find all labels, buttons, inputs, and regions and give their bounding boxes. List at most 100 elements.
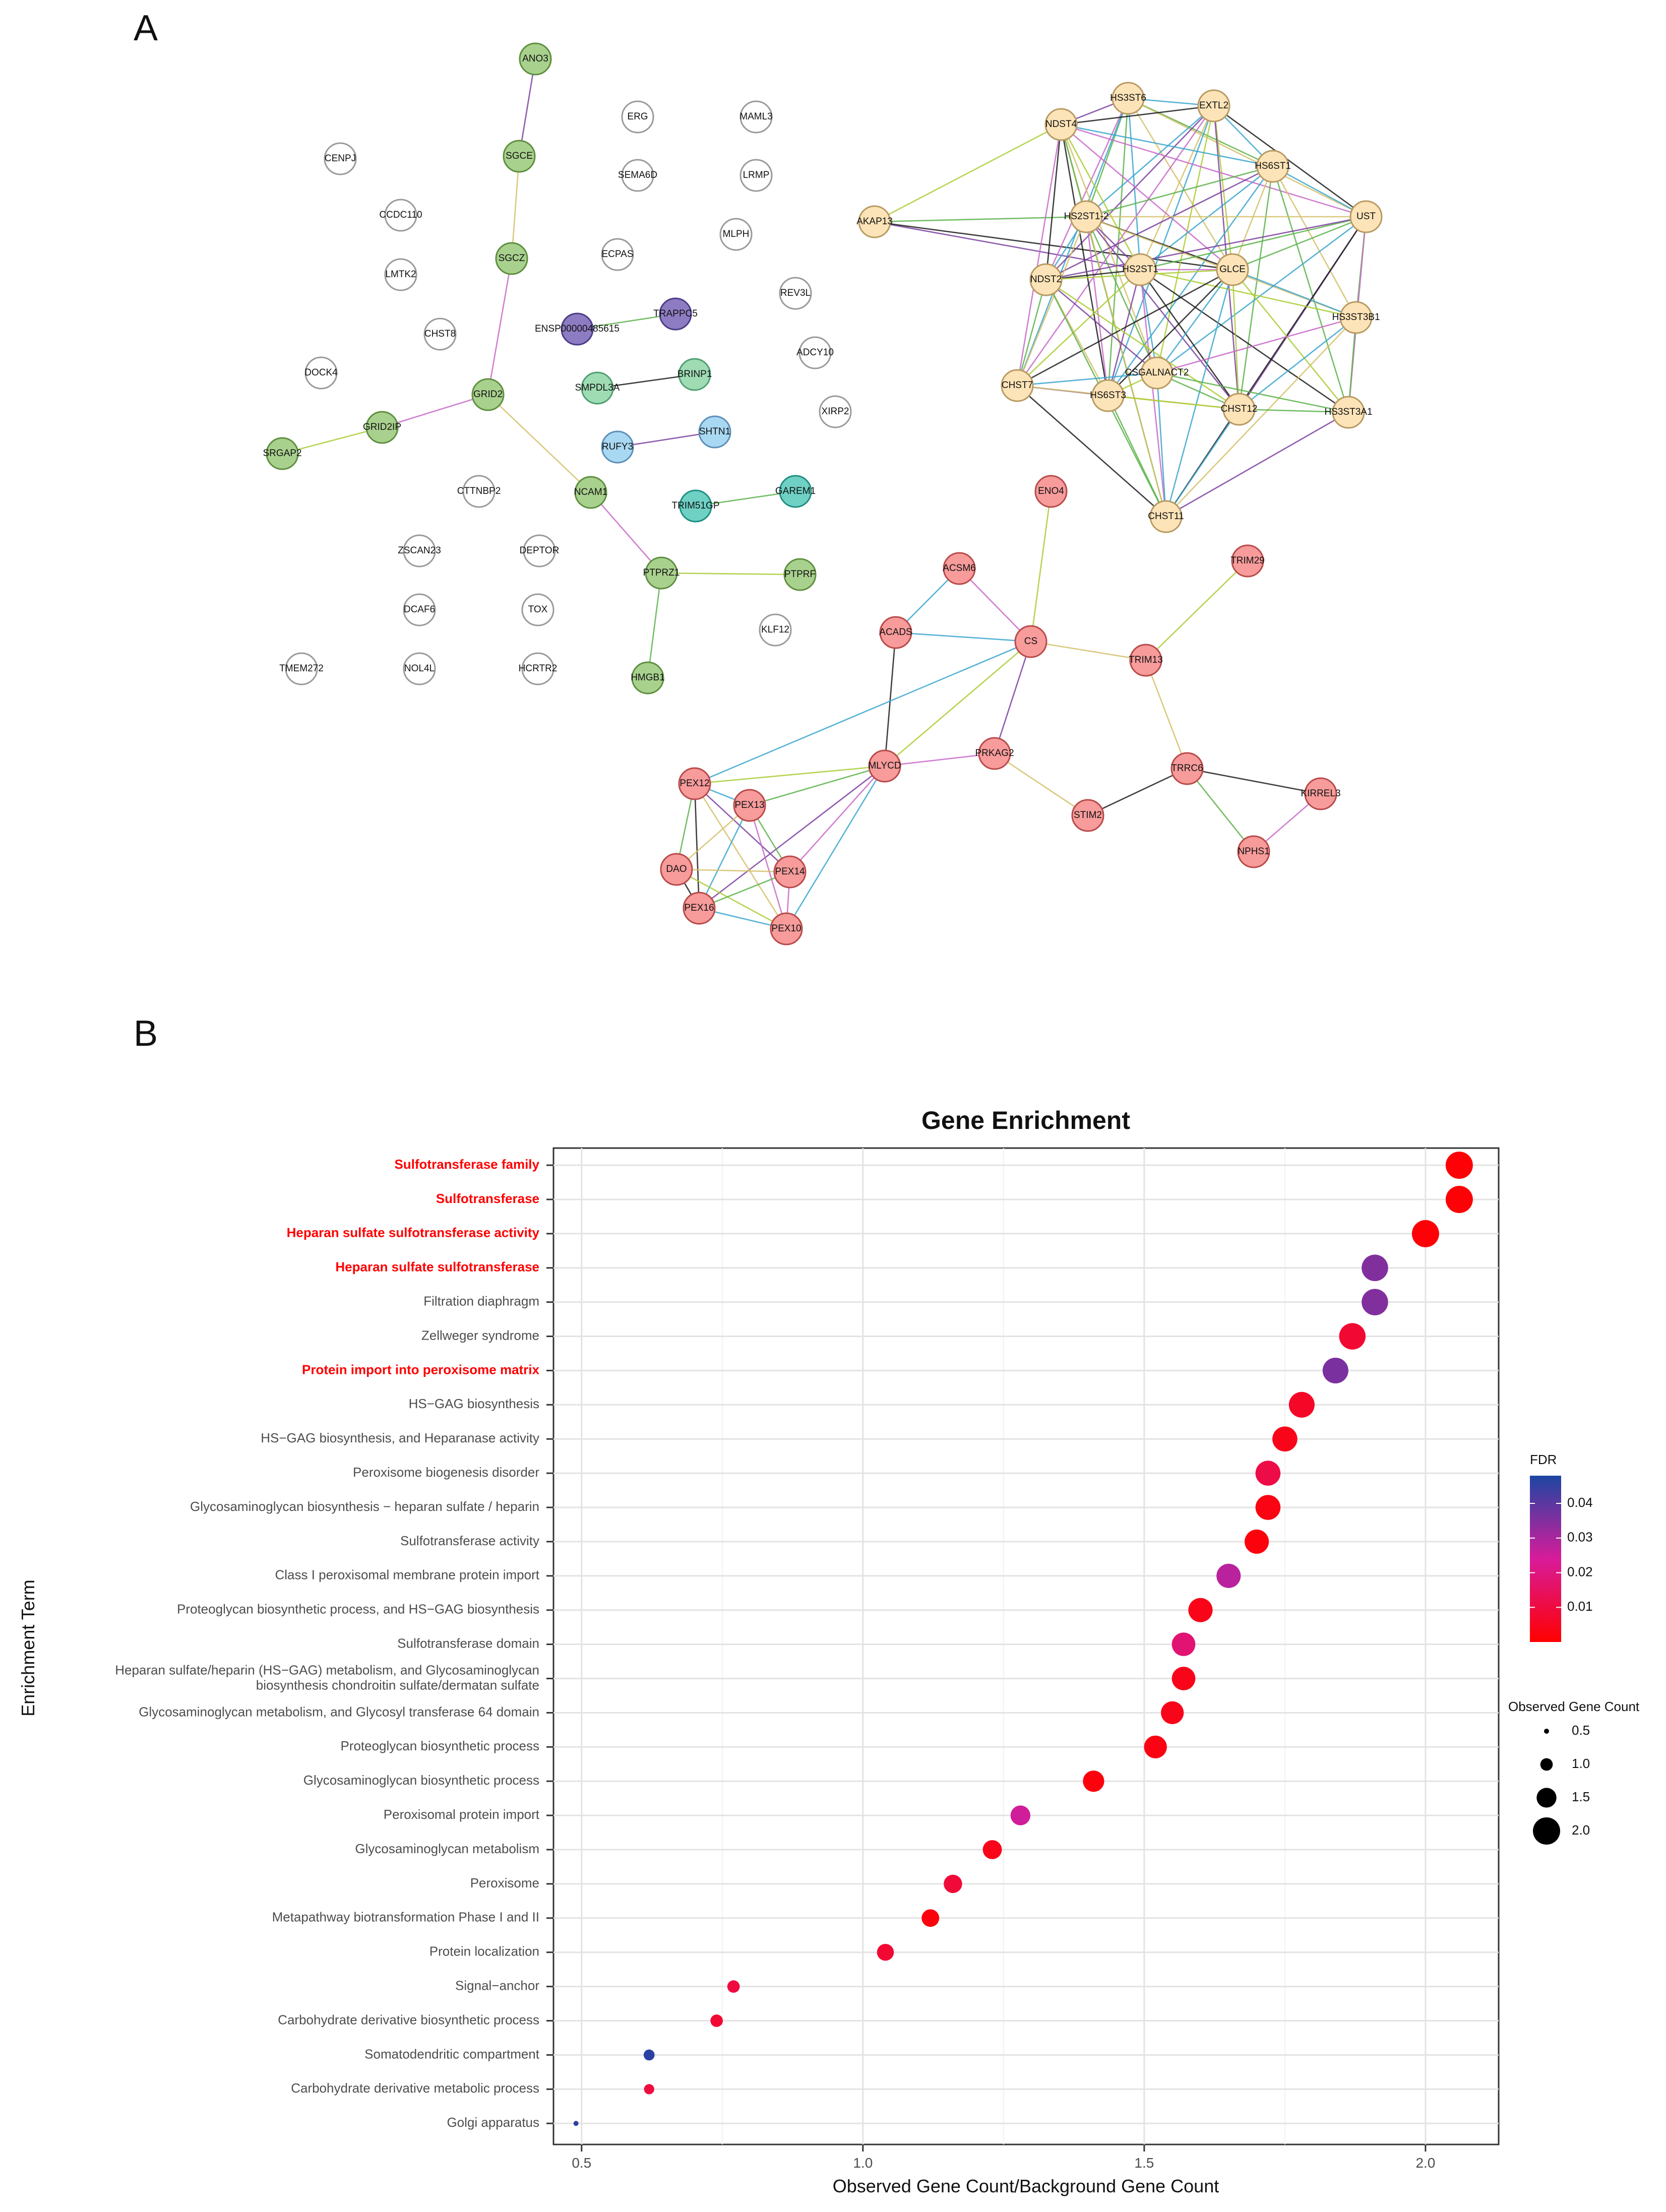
node-trrc6[interactable]: TRRC6	[1170, 752, 1204, 785]
node-circle	[523, 534, 556, 567]
node-acsm6[interactable]: ACSM6	[943, 552, 976, 585]
node-chst8[interactable]: CHST8	[423, 318, 457, 351]
node-circle	[601, 430, 634, 464]
node-grid2[interactable]: GRID2	[471, 378, 505, 411]
node-eno4[interactable]: ENO4	[1034, 475, 1068, 508]
edge-cs-prkag2	[994, 641, 1032, 754]
node-adcy10[interactable]: ADCY10	[796, 336, 834, 369]
node-circle	[1071, 799, 1104, 832]
node-ust[interactable]: UST	[1349, 200, 1383, 233]
node-shtn1[interactable]: SHTN1	[698, 415, 731, 449]
node-hs6st3[interactable]: HS6ST3	[1090, 379, 1126, 412]
node-smpdl3a[interactable]: SMPDL3A	[575, 371, 620, 405]
node-pex14[interactable]: PEX14	[773, 855, 807, 889]
node-pex16[interactable]: PEX16	[683, 892, 716, 925]
node-ano3[interactable]: ANO3	[519, 42, 552, 76]
node-tmem272[interactable]: TMEM272	[279, 652, 324, 685]
node-nphs1[interactable]: NPHS1	[1237, 835, 1270, 868]
edge-ndst4-chst7	[1016, 124, 1062, 386]
node-rev3l[interactable]: REV3L	[779, 277, 812, 310]
node-mlycd[interactable]: MLYCD	[868, 749, 901, 783]
node-deptor[interactable]: DEPTOR	[520, 534, 560, 567]
node-hmgb1[interactable]: HMGB1	[631, 661, 665, 694]
node-tox[interactable]: TOX	[521, 593, 554, 626]
node-sgcz[interactable]: SGCZ	[495, 242, 528, 275]
node-chst11[interactable]: CHST11	[1148, 500, 1184, 533]
node-prkag2[interactable]: PRKAG2	[975, 737, 1014, 770]
edge-hs2st1-hs3st3a1	[1140, 269, 1349, 413]
node-csgalnact2[interactable]: CSGALNACT2	[1125, 356, 1189, 390]
node-brinp1[interactable]: BRINP1	[677, 358, 712, 391]
node-ensp00000485615[interactable]: ENSP00000485615	[535, 312, 620, 346]
node-trappc5[interactable]: TRAPPC5	[653, 297, 698, 331]
node-glce[interactable]: GLCE	[1216, 253, 1249, 286]
node-circle	[1237, 835, 1270, 868]
node-stim2[interactable]: STIM2	[1071, 799, 1104, 832]
node-ecpas[interactable]: ECPAS	[601, 238, 634, 271]
node-dao[interactable]: DAO	[660, 853, 693, 886]
node-nol4l[interactable]: NOL4L	[403, 652, 436, 685]
node-hs2st1-2[interactable]: HS2ST1-2	[1064, 200, 1109, 233]
node-label: REV3L	[780, 288, 811, 298]
node-circle	[1070, 200, 1103, 233]
node-mlph[interactable]: MLPH	[719, 218, 753, 251]
edge-mlycd-pex13	[749, 765, 885, 806]
node-chst7[interactable]: CHST7	[1001, 369, 1034, 402]
edge-trim13-trrc6	[1145, 660, 1188, 769]
node-chst12[interactable]: CHST12	[1221, 393, 1258, 426]
point-glycosaminoglycan-metabolism-and-glycosyl-transferase-64-domain	[1161, 1701, 1184, 1724]
node-dock4[interactable]: DOCK4	[304, 356, 338, 390]
node-dcaf6[interactable]: DCAF6	[403, 593, 436, 626]
node-rufy3[interactable]: RUFY3	[601, 430, 634, 464]
node-klf12[interactable]: KLF12	[759, 613, 792, 647]
node-hs3st3b1[interactable]: HS3ST3B1	[1332, 301, 1380, 334]
node-cttnbp2[interactable]: CTTNBP2	[457, 475, 501, 508]
node-pex12[interactable]: PEX12	[678, 767, 711, 800]
node-pex13[interactable]: PEX13	[733, 789, 766, 822]
node-hcrtr2[interactable]: HCRTR2	[519, 652, 558, 685]
node-label: TRIM13	[1129, 655, 1163, 665]
point-heparan-sulfate-sulfotransferase	[1362, 1254, 1388, 1281]
node-kirrel3[interactable]: KIRREL3	[1301, 777, 1341, 810]
edge-hs3st3b1-chst11	[1165, 317, 1356, 517]
node-ndst2[interactable]: NDST2	[1029, 263, 1063, 296]
node-cenpj[interactable]: CENPJ	[324, 142, 357, 175]
node-lmtk2[interactable]: LMTK2	[384, 258, 417, 291]
node-pex10[interactable]: PEX10	[770, 912, 803, 945]
node-trim51gp[interactable]: TRIM51GP	[671, 489, 720, 523]
node-circle	[779, 277, 812, 310]
edge-trrc6-kirrel3	[1187, 768, 1321, 795]
node-hs3st3a1[interactable]: HS3ST3A1	[1324, 396, 1373, 429]
node-garem1[interactable]: GAREM1	[775, 475, 816, 508]
node-trim13[interactable]: TRIM13	[1129, 644, 1163, 677]
size-legend-label: 1.0	[1572, 1756, 1590, 1771]
node-extl2[interactable]: EXTL2	[1197, 89, 1230, 122]
node-hs2st1[interactable]: HS2ST1	[1122, 253, 1158, 286]
node-xirp2[interactable]: XIRP2	[819, 395, 852, 428]
node-sgce[interactable]: SGCE	[503, 140, 536, 173]
node-srgap2[interactable]: SRGAP2	[263, 437, 302, 470]
node-cs[interactable]: CS	[1014, 625, 1047, 658]
node-erg[interactable]: ERG	[621, 100, 654, 134]
category-label: Glycosaminoglycan metabolism	[355, 1841, 539, 1856]
node-zscan23[interactable]: ZSCAN23	[398, 534, 441, 567]
edge-hs3st3b1-csgalnact2	[1156, 317, 1356, 374]
node-lrmp[interactable]: LRMP	[739, 159, 773, 192]
node-sema6d[interactable]: SEMA6D	[618, 159, 657, 192]
node-circle	[1304, 777, 1337, 810]
node-label: NPHS1	[1238, 846, 1269, 857]
edge-ano3-sgce	[518, 58, 536, 157]
node-ptprz1[interactable]: PTPRZ1	[643, 556, 680, 590]
node-circle	[1044, 108, 1078, 141]
node-ncam1[interactable]: NCAM1	[574, 476, 608, 509]
node-akap13[interactable]: AKAP13	[856, 205, 893, 238]
node-ccdc110[interactable]: CCDC110	[379, 199, 422, 232]
node-acads[interactable]: ACADS	[879, 616, 912, 649]
node-ptprf[interactable]: PTPRF	[783, 558, 817, 591]
node-grid2ip[interactable]: GRID2IP	[363, 411, 401, 444]
node-maml3[interactable]: MAML3	[739, 100, 773, 134]
node-ndst4[interactable]: NDST4	[1044, 108, 1078, 141]
node-hs6st1[interactable]: HS6ST1	[1255, 150, 1291, 183]
node-trim29[interactable]: TRIM29	[1230, 544, 1265, 578]
node-hs3st6[interactable]: HS3ST6	[1110, 82, 1146, 115]
